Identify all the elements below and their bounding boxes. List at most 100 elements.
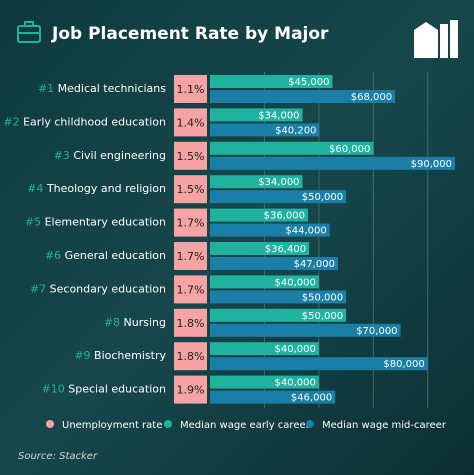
category-label: #3 Civil engineering [54,149,166,162]
rank: #7 [30,282,46,295]
unemployment-label: 1.4% [177,116,205,129]
unemployment-label: 1.5% [177,183,205,196]
unemployment-box [174,175,207,204]
value-label: $36,400 [265,244,306,255]
legend-swatch [306,420,314,428]
bar [210,375,319,389]
rank: #2 [3,115,19,128]
unemployment-label: 1.7% [177,250,205,263]
briefcase-icon [17,21,41,43]
major-name: Special education [68,383,166,396]
value-label: $46,000 [291,393,332,404]
bar [210,90,396,103]
value-label: $40,000 [275,277,316,288]
legend-swatch [46,420,54,428]
legend-label: Median wage early career [180,420,311,431]
major-name: Elementary education [45,216,166,229]
unemployment-label: 1.1% [177,83,205,96]
unemployment-box [174,75,207,103]
value-label: $60,000 [329,144,370,155]
major-name: Civil engineering [73,149,166,162]
category-label: #2 Early childhood education [3,115,166,128]
unemployment-box [174,275,207,304]
value-label: $50,000 [302,311,343,322]
unemployment-label: 1.8% [177,350,205,363]
category-label: #4 Theology and religion [27,182,166,195]
bar [210,223,330,237]
unemployment-label: 1.7% [177,217,205,230]
value-label: $80,000 [383,359,424,370]
bar [210,75,333,88]
unemployment-box [174,141,207,170]
category-label: #5 Elementary education [25,216,166,229]
value-label: $40,200 [275,125,316,136]
value-label: $50,000 [302,292,343,303]
bar [210,323,401,337]
value-label: $34,000 [258,110,299,121]
bar [210,156,455,170]
legend-label: Median wage mid-career [322,420,447,431]
unemployment-box [174,108,207,137]
bar [210,242,310,255]
value-label: $40,000 [275,344,316,355]
value-label: $45,000 [288,77,329,88]
unemployment-label: 1.5% [177,150,205,163]
major-name: Nursing [124,316,166,329]
unemployment-box [174,342,207,371]
category-label: #8 Nursing [104,316,166,329]
bar [210,208,308,222]
unemployment-box [174,375,207,404]
unemployment-box [174,208,207,237]
major-name: Biochemistry [94,349,166,362]
value-label: $44,000 [285,226,326,237]
bar [210,357,428,371]
rank: #6 [45,249,61,262]
unemployment-label: 1.9% [177,384,205,397]
rank: #1 [38,82,54,95]
rank: #5 [25,216,41,229]
bar [210,308,347,322]
category-label: #7 Secondary education [30,282,166,295]
category-label: #9 Biochemistry [74,349,166,362]
bar [210,190,347,204]
unemployment-box [174,242,207,270]
major-name: Medical technicians [58,82,167,95]
bar [210,123,320,137]
chart-title: Job Placement Rate by Major [51,24,329,44]
category-label: #1 Medical technicians [38,82,166,95]
value-label: $40,000 [275,378,316,389]
bar [210,390,336,404]
legend-label: Unemployment rate [62,420,162,431]
category-label: #6 General education [45,249,166,262]
major-name: Secondary education [50,282,166,295]
unemployment-label: 1.8% [177,317,205,330]
rank: #10 [42,383,65,396]
rank: #4 [27,182,43,195]
bar [210,141,374,155]
source: Source: Stacker [18,451,98,462]
bar [210,108,303,122]
rank: #9 [74,349,90,362]
bar [210,275,319,289]
value-label: $34,000 [258,177,299,188]
major-name: Early childhood education [23,115,166,128]
value-label: $90,000 [411,159,452,170]
value-label: $70,000 [356,326,397,337]
bar [210,257,338,270]
unemployment-box [174,308,207,337]
unemployment-label: 1.7% [177,283,205,296]
bar [210,290,347,304]
bar [210,175,303,189]
category-label: #10 Special education [42,383,166,396]
legend-swatch [164,420,172,428]
rank: #8 [104,316,120,329]
value-label: $50,000 [302,192,343,203]
rank: #3 [54,149,70,162]
major-name: General education [65,249,166,262]
bar [210,342,319,356]
value-label: $36,000 [264,211,305,222]
major-name: Theology and religion [46,182,166,195]
value-label: $47,000 [294,259,335,270]
